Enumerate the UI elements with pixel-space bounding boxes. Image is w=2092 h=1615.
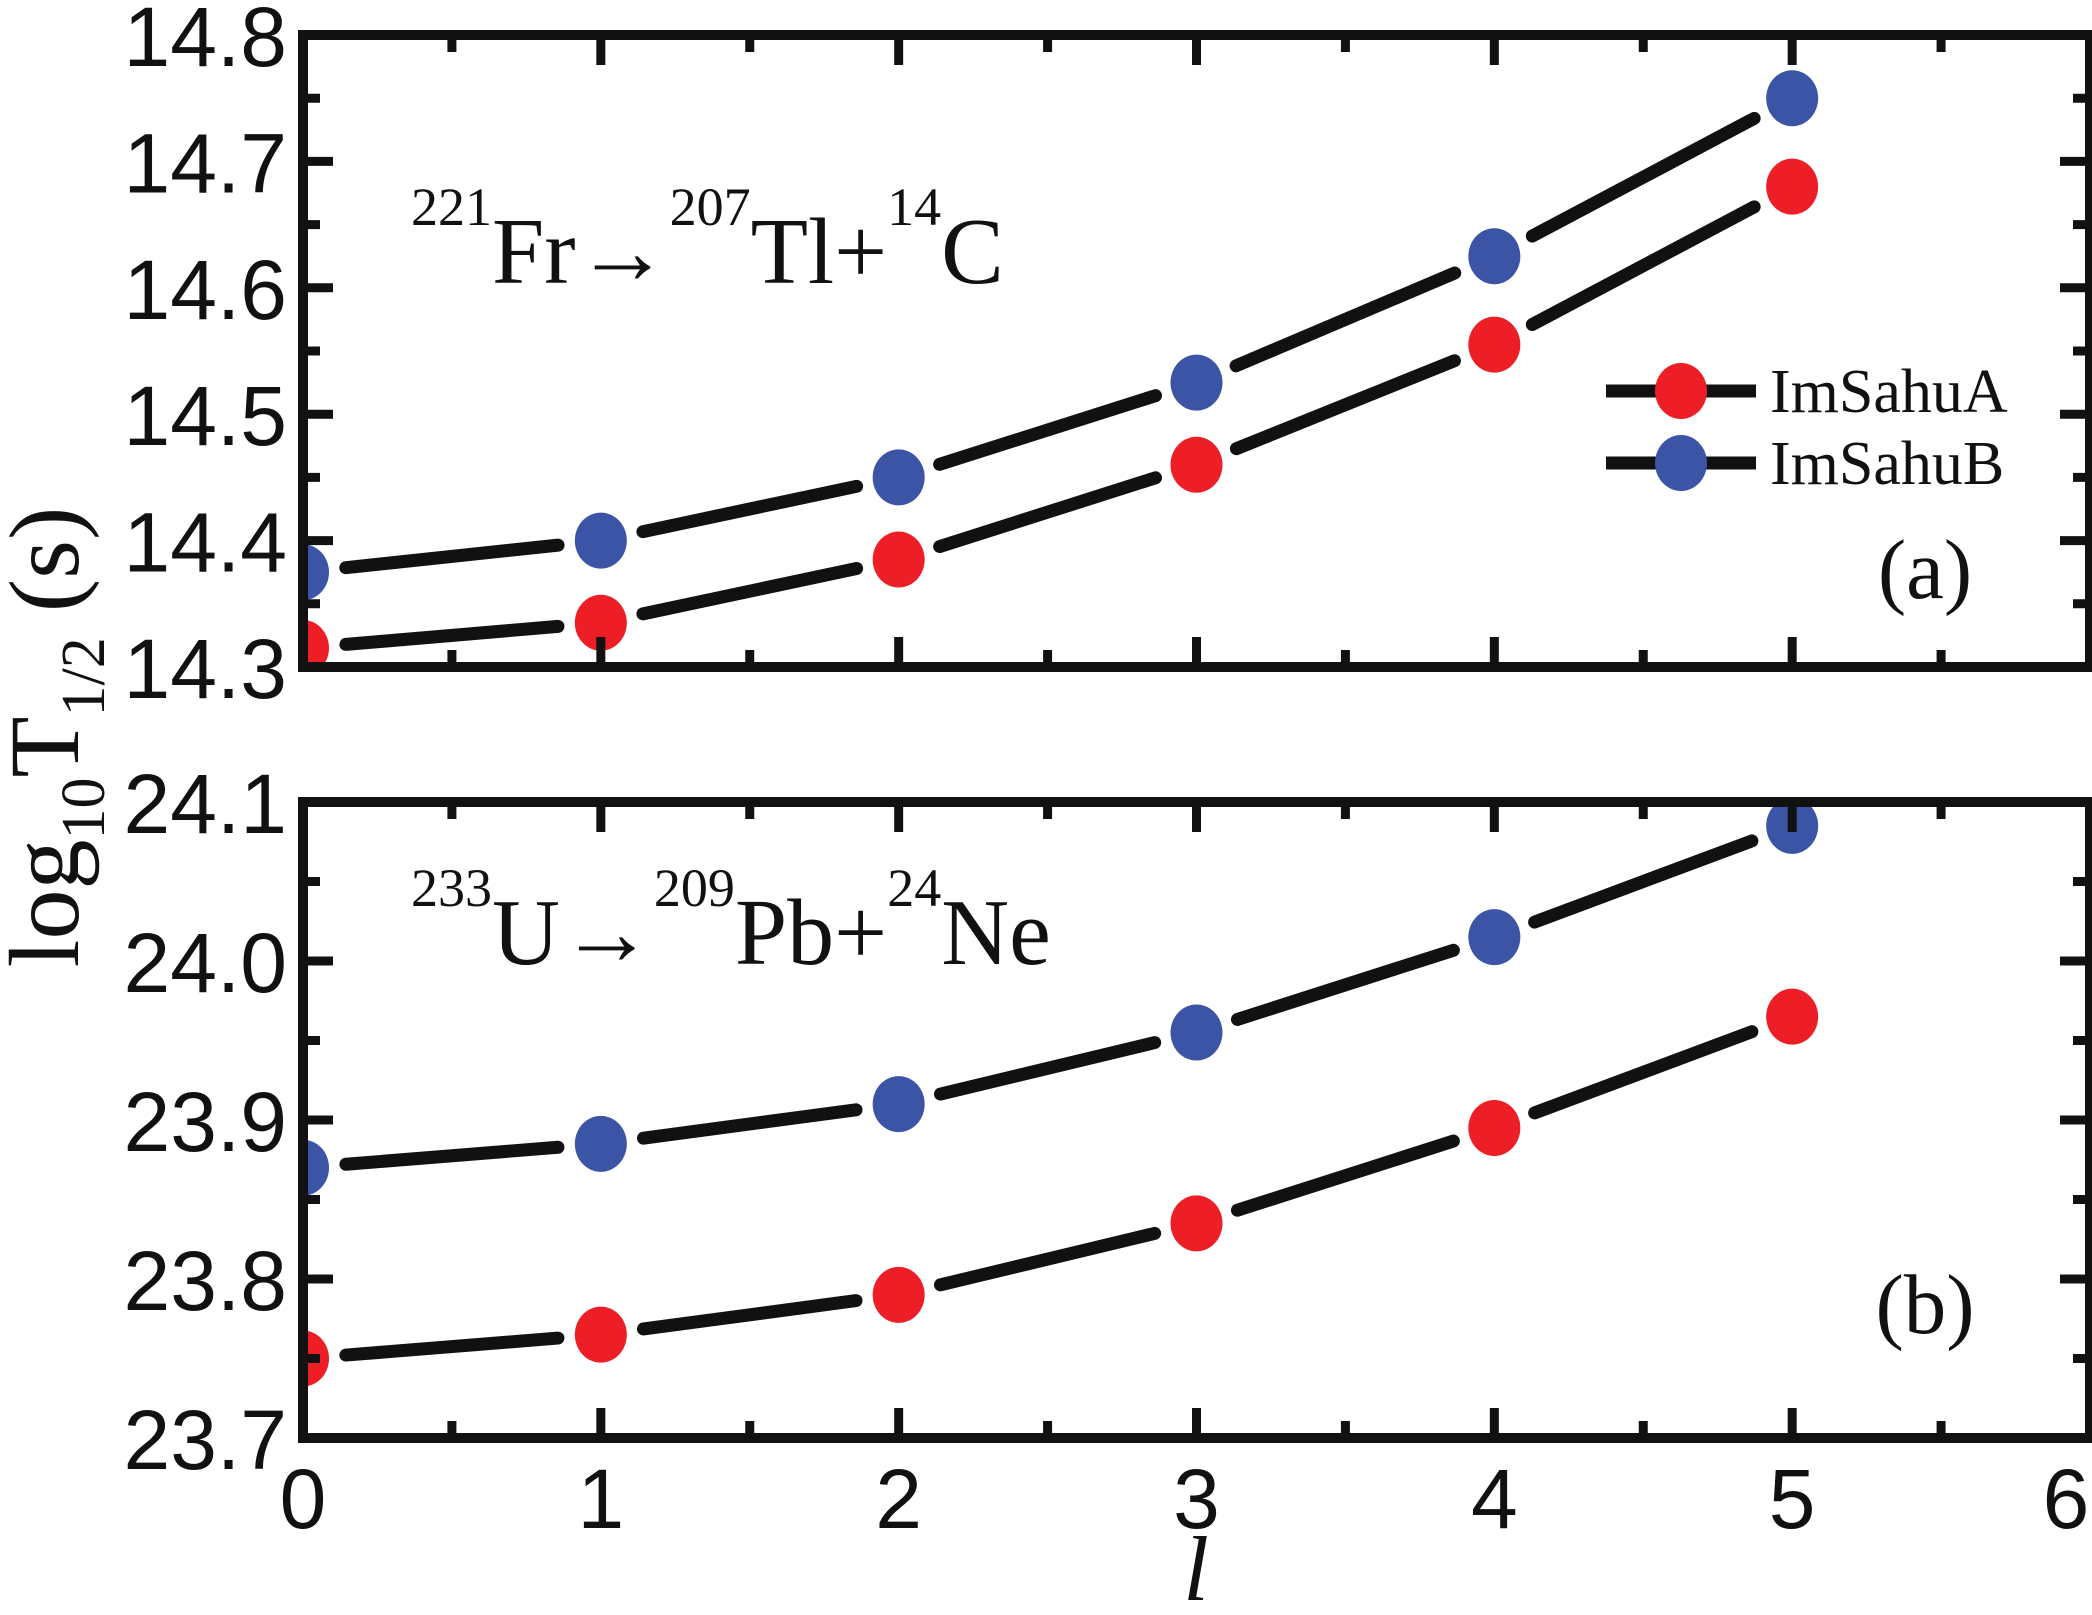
series-imsahub — [303, 70, 1819, 601]
panel-a-frame — [298, 30, 2092, 672]
series-imsahub-segment — [1229, 266, 1462, 373]
series-imsahub-segment — [636, 1103, 863, 1145]
series-imsahua-segment — [1525, 200, 1761, 332]
legend-marker-imsahub — [1655, 435, 1707, 491]
series-imsahua-marker — [303, 620, 329, 667]
panel-b-reaction-title: 233U→209Pb+24Ne — [411, 858, 1051, 985]
x-tick-label: 4 — [1471, 1452, 1518, 1546]
series-imsahua-marker — [1468, 1099, 1521, 1156]
series-imsahua-marker — [1766, 158, 1819, 215]
y-tick-label: 14.6 — [124, 243, 288, 337]
series-imsahua-marker — [872, 531, 925, 588]
series-imsahub-marker — [1170, 354, 1223, 411]
series-imsahua-marker — [1468, 316, 1521, 373]
y-tick-label: 14.3 — [124, 622, 288, 716]
series-imsahua-marker — [574, 594, 627, 651]
y-axis-title: log10T1/2 (s) — [0, 507, 118, 968]
series-imsahub-marker — [1766, 70, 1819, 127]
x-tick-label: 3 — [1173, 1452, 1220, 1546]
legend-item-imsahua: ImSahuA — [1606, 358, 2008, 426]
series-imsahua-marker — [872, 1266, 925, 1323]
panel-b-data — [303, 802, 1819, 1387]
panel-b-label: (b) — [1875, 1258, 1974, 1352]
series-imsahub-marker — [1468, 228, 1521, 285]
series-imsahub-marker — [1468, 909, 1521, 966]
panel-b: 23.7 23.8 23.9 24.0 24.1 0 1 2 3 4 5 6 233U→209Pb+24… — [124, 757, 2092, 1546]
series-imsahub-marker — [872, 449, 925, 506]
x-axis-title: l — [1183, 1518, 1209, 1615]
x-tick-label: 0 — [280, 1452, 327, 1546]
series-imsahua-segment — [1229, 354, 1461, 456]
y-tick-label: 14.4 — [124, 496, 288, 590]
panel-a-reaction-title: 221Fr→207Tl+14C — [411, 177, 1004, 304]
series-imsahua-marker — [1766, 988, 1819, 1045]
x-tick-label: 1 — [577, 1452, 624, 1546]
series-imsahua-segment — [339, 1331, 565, 1362]
series-imsahua-segment — [933, 471, 1163, 554]
y-tick-label: 14.7 — [124, 116, 288, 210]
series-imsahub-marker — [574, 512, 627, 569]
series-imsahub-segment — [339, 1140, 565, 1171]
panel-a-data — [303, 70, 1819, 667]
series-imsahub-segment — [933, 1036, 1162, 1101]
y-tick-label: 23.9 — [124, 1075, 288, 1169]
series-imsahub-segment — [1525, 111, 1761, 243]
x-tick-label: 6 — [2043, 1452, 2090, 1546]
y-tick-label: 14.5 — [124, 369, 288, 463]
series-imsahua-segment — [933, 1226, 1162, 1292]
panels-group: 14.3 14.4 14.5 14.6 14.7 14.8 221Fr→207Tl+14C 2… — [0, 0, 2092, 1546]
panel-a: 14.3 14.4 14.5 14.6 14.7 14.8 221Fr→207Tl+14C — [124, 0, 2092, 716]
series-imsahub-segment — [933, 389, 1163, 471]
y-tick-label: 14.8 — [124, 0, 288, 84]
series-imsahub-marker — [303, 1139, 329, 1196]
series-imsahub-marker — [1170, 1004, 1223, 1061]
series-imsahua-marker — [1170, 1195, 1223, 1252]
legend-label-imsahub: ImSahuB — [1770, 430, 2004, 498]
series-imsahua-segment — [1528, 1025, 1759, 1120]
series-imsahua-marker — [574, 1306, 627, 1363]
series-imsahua-segment — [1230, 1134, 1460, 1217]
y-tick-label: 23.8 — [124, 1234, 288, 1328]
series-imsahub-segment — [1528, 834, 1759, 929]
series-imsahua-segment — [636, 561, 864, 621]
y-tick-label: 24.0 — [124, 916, 288, 1010]
series-imsahua-segment — [339, 619, 565, 651]
x-tick-label: 5 — [1769, 1452, 1816, 1546]
series-imsahub — [303, 802, 1819, 1196]
series-imsahub-segment — [339, 538, 565, 575]
legend-marker-imsahua — [1655, 363, 1707, 419]
y-tick-label: 24.1 — [124, 757, 288, 851]
legend-item-imsahub: ImSahuB — [1606, 430, 2004, 498]
series-imsahub-segment — [636, 479, 864, 539]
series-imsahub-marker — [872, 1076, 925, 1133]
panel-a-label: (a) — [1878, 523, 1972, 617]
x-tick-label: 2 — [875, 1452, 922, 1546]
series-imsahub-segment — [1230, 943, 1460, 1026]
series-imsahub-marker — [303, 544, 329, 601]
y-tick-label: 23.7 — [124, 1393, 288, 1487]
series-imsahua-segment — [636, 1294, 863, 1336]
series-imsahua-marker — [1170, 436, 1223, 493]
series-imsahua — [303, 158, 1819, 667]
legend-label-imsahua: ImSahuA — [1770, 358, 2008, 426]
legend: ImSahuA ImSahuB — [1606, 358, 2008, 498]
panel-b-frame — [298, 797, 2092, 1443]
series-imsahub-marker — [574, 1115, 627, 1172]
